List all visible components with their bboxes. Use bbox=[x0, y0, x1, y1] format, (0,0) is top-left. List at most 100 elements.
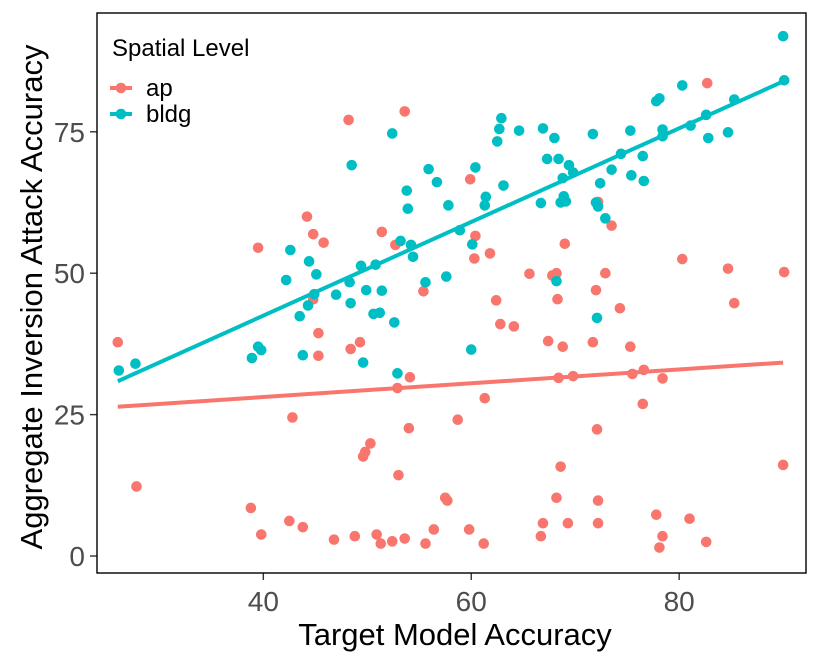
point-ap bbox=[245, 502, 257, 514]
point-bldg bbox=[443, 200, 454, 211]
point-ap bbox=[551, 492, 562, 504]
point-bldg bbox=[431, 176, 443, 188]
point-ap bbox=[375, 538, 387, 549]
point-ap bbox=[637, 398, 649, 410]
point-ap bbox=[590, 284, 602, 296]
point-ap bbox=[508, 321, 520, 332]
point-ap bbox=[592, 495, 604, 506]
point-ap bbox=[676, 253, 688, 265]
point-ap bbox=[600, 267, 611, 279]
point-bldg bbox=[626, 170, 637, 181]
point-bldg bbox=[407, 251, 419, 263]
point-bldg bbox=[541, 153, 553, 165]
point-bldg bbox=[587, 128, 599, 140]
x-axis-title: Target Model Accuracy bbox=[298, 617, 612, 652]
point-ap bbox=[490, 295, 502, 306]
point-ap bbox=[524, 268, 535, 280]
point-ap bbox=[537, 517, 549, 529]
point-ap bbox=[287, 412, 298, 423]
point-bldg bbox=[494, 123, 505, 135]
legend-label-bldg: bldg bbox=[146, 101, 191, 128]
y-tick-label: 0 bbox=[69, 541, 85, 572]
point-ap bbox=[313, 327, 324, 339]
point-ap bbox=[778, 266, 790, 278]
point-bldg bbox=[303, 256, 315, 267]
y-axis: 0 25 50 75 bbox=[54, 117, 97, 572]
y-axis-title: Aggregate Inversion Attack Accuracy bbox=[14, 44, 49, 549]
point-ap bbox=[464, 174, 476, 185]
point-ap bbox=[297, 521, 309, 533]
point-bldg bbox=[553, 153, 564, 165]
point-ap bbox=[442, 495, 453, 506]
point-bldg bbox=[465, 344, 477, 355]
point-bldg bbox=[346, 159, 357, 171]
point-bldg bbox=[480, 191, 492, 203]
point-ap bbox=[469, 253, 480, 264]
y-tick-label: 25 bbox=[54, 400, 85, 431]
point-ap bbox=[376, 226, 388, 238]
point-ap bbox=[313, 350, 324, 362]
point-ap bbox=[354, 336, 366, 348]
point-bldg bbox=[376, 285, 388, 297]
point-ap bbox=[418, 286, 429, 297]
point-bldg bbox=[466, 239, 478, 250]
point-ap bbox=[591, 424, 603, 435]
point-bldg bbox=[395, 235, 406, 247]
point-ap bbox=[555, 461, 566, 472]
point-ap bbox=[722, 263, 734, 274]
point-bldg bbox=[345, 297, 356, 309]
point-ap bbox=[365, 438, 376, 449]
point-bldg bbox=[423, 163, 434, 175]
point-bldg bbox=[285, 244, 296, 256]
point-ap bbox=[131, 481, 142, 492]
x-tick-label: 40 bbox=[248, 586, 279, 617]
point-bldg bbox=[280, 274, 292, 286]
point-bldg bbox=[535, 197, 547, 209]
point-bldg bbox=[130, 358, 141, 370]
point-ap bbox=[542, 335, 554, 347]
legend-key-point-ap bbox=[115, 82, 127, 94]
point-ap bbox=[684, 513, 695, 524]
point-ap bbox=[428, 524, 440, 535]
point-bldg bbox=[638, 175, 650, 187]
point-bldg bbox=[549, 132, 560, 144]
legend-label-ap: ap bbox=[146, 75, 173, 102]
trend-line-ap bbox=[117, 360, 784, 409]
point-ap bbox=[777, 459, 789, 471]
point-ap bbox=[654, 542, 665, 553]
point-ap bbox=[403, 422, 415, 434]
point-ap bbox=[343, 114, 354, 126]
point-ap bbox=[728, 297, 740, 309]
panel-border bbox=[96, 12, 807, 574]
point-ap bbox=[614, 302, 626, 314]
point-bldg bbox=[592, 201, 604, 212]
point-bldg bbox=[600, 213, 611, 224]
point-ap bbox=[301, 211, 313, 222]
point-ap bbox=[484, 248, 496, 259]
point-bldg bbox=[637, 150, 649, 162]
point-bldg bbox=[606, 164, 617, 175]
point-bldg bbox=[294, 310, 306, 322]
point-ap bbox=[592, 517, 604, 529]
point-ap bbox=[535, 530, 547, 542]
point-bldg bbox=[311, 269, 322, 280]
point-bldg bbox=[402, 203, 414, 215]
point-ap bbox=[349, 530, 361, 542]
point-bldg bbox=[654, 93, 665, 104]
point-ap bbox=[650, 509, 662, 521]
plot-area bbox=[112, 30, 790, 553]
point-ap bbox=[307, 228, 319, 240]
point-ap bbox=[252, 242, 264, 254]
point-bldg bbox=[551, 275, 562, 287]
point-ap bbox=[562, 517, 574, 529]
point-bldg bbox=[389, 317, 400, 328]
point-ap bbox=[587, 336, 599, 348]
point-ap bbox=[463, 524, 475, 535]
point-bldg bbox=[702, 132, 714, 144]
point-bldg bbox=[513, 125, 525, 136]
point-ap bbox=[700, 536, 712, 548]
point-ap bbox=[606, 220, 617, 231]
point-ap bbox=[552, 293, 563, 305]
point-bldg bbox=[491, 136, 503, 147]
